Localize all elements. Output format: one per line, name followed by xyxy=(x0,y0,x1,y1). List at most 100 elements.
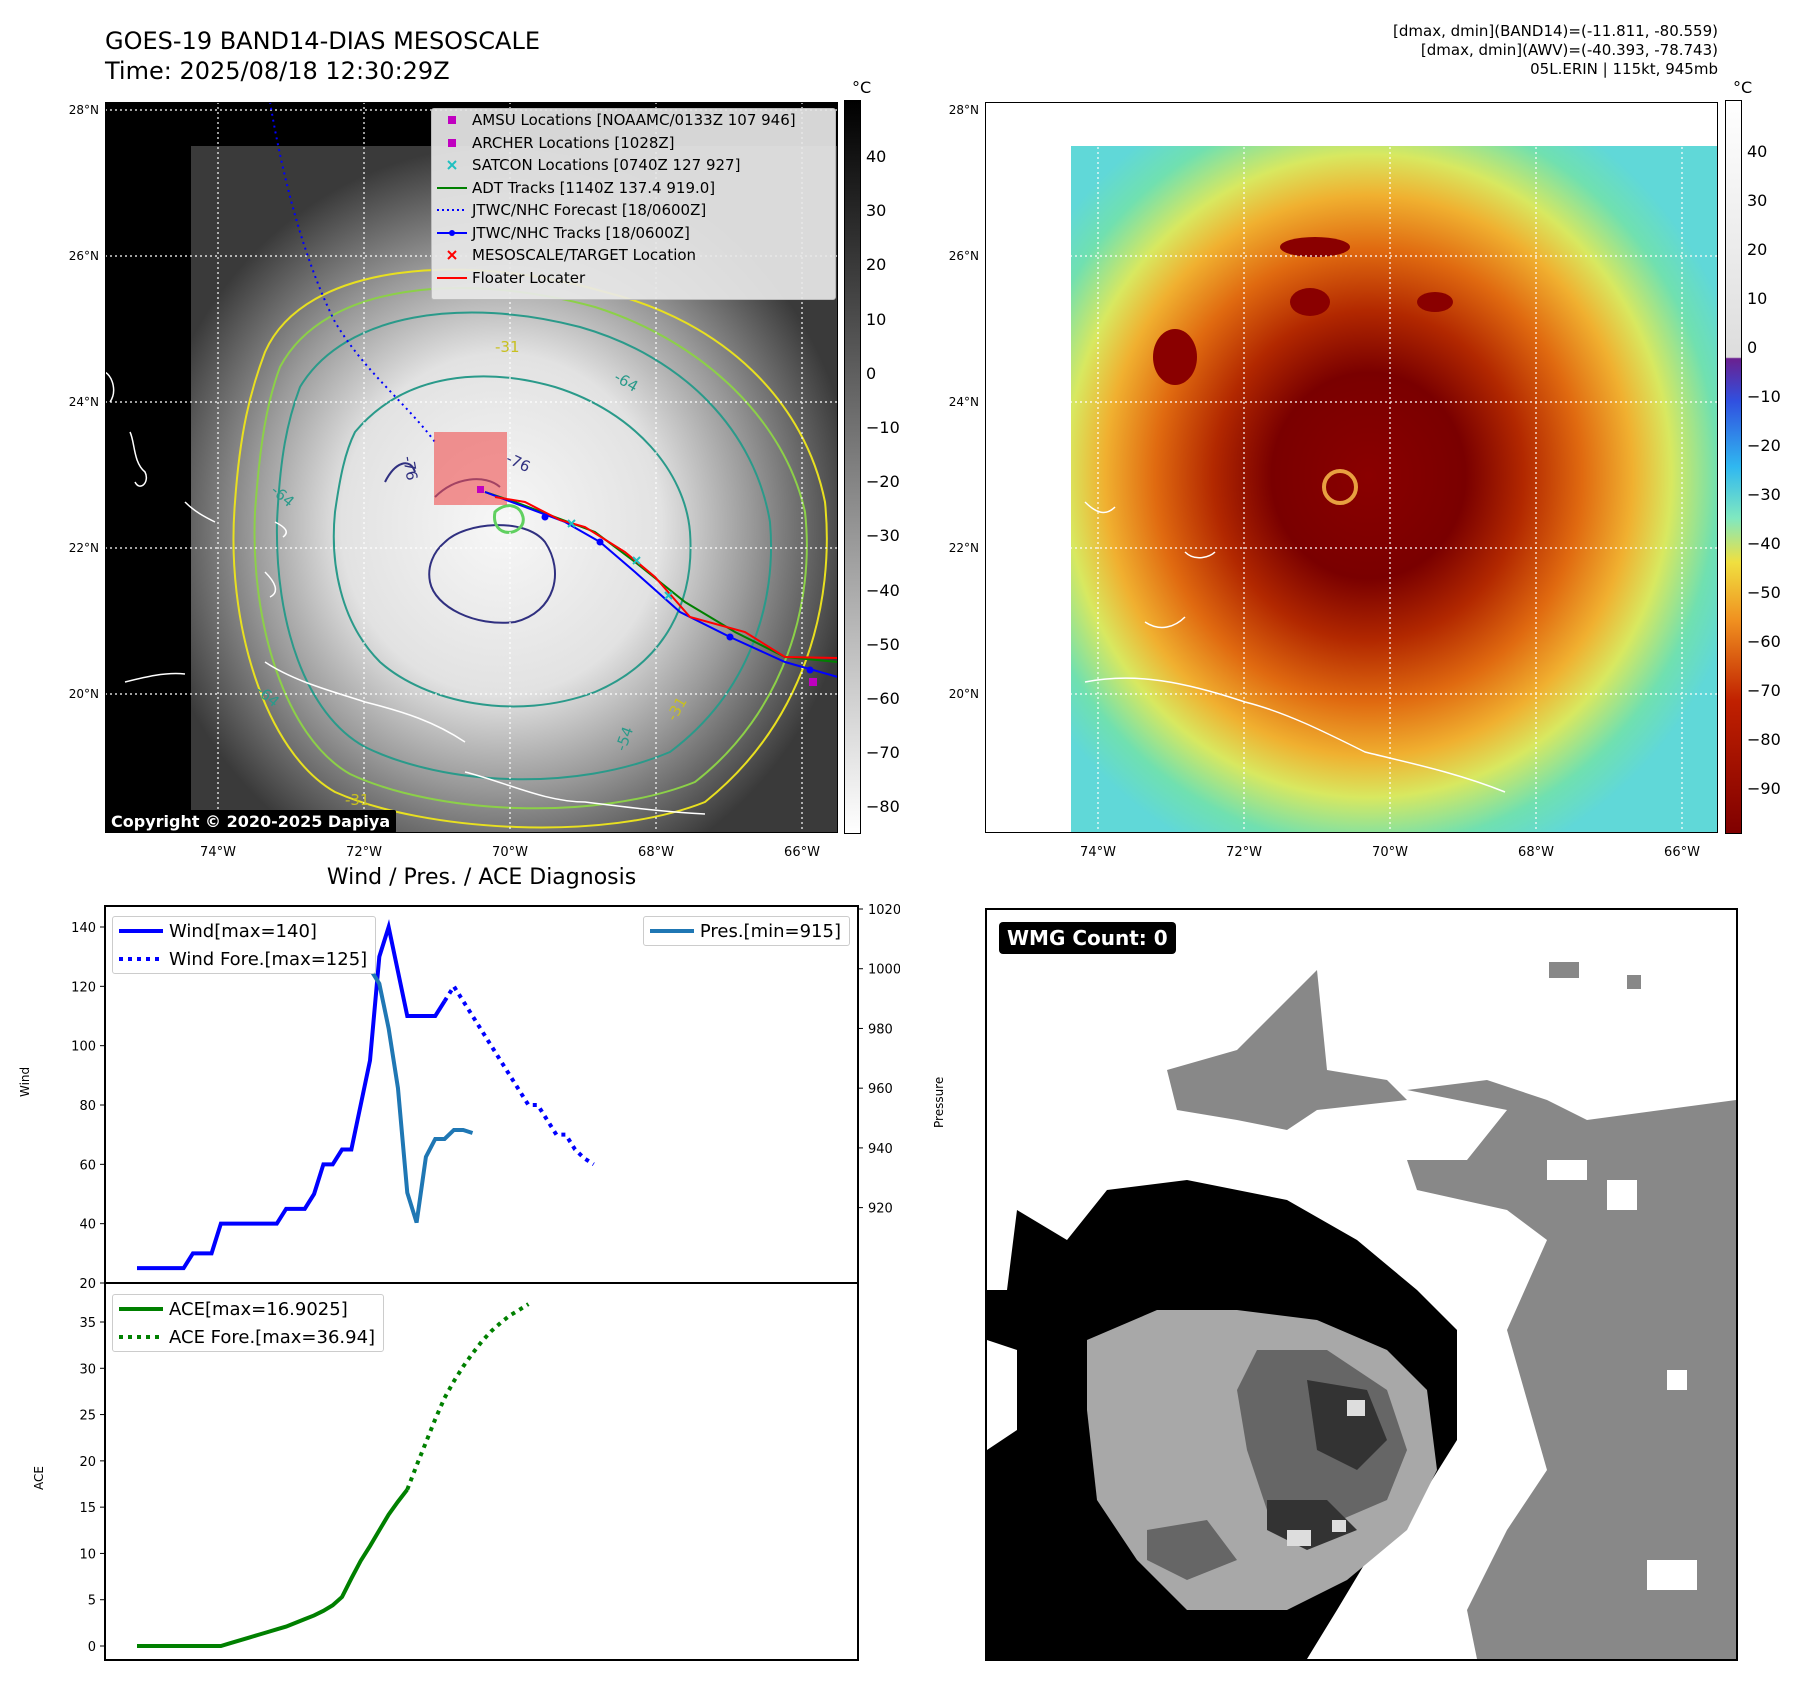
lon-label: 70°W xyxy=(492,845,528,860)
legend-wind-fore: Wind Fore.[max=125] xyxy=(169,948,368,970)
wind-tick-label: 40 xyxy=(79,1218,96,1233)
colorbar-tick: −60 xyxy=(866,689,900,708)
wind-tick-label: 60 xyxy=(79,1158,96,1173)
wind-forecast-line xyxy=(442,982,595,1167)
ir-map-legend: AMSU Locations [NOAAMC/0133Z 107 946] ARC… xyxy=(431,108,836,300)
ace-tick-label: 35 xyxy=(79,1316,96,1331)
storm-info: 05L.ERIN | 115kt, 945mb xyxy=(1530,60,1718,78)
legend-entry: ADT Tracks [1140Z 137.4 919.0] xyxy=(432,177,835,200)
colorbar-tick: −40 xyxy=(866,580,900,600)
lon-label: 68°W xyxy=(638,845,674,860)
legend-entry: Floater Locater xyxy=(432,267,835,290)
ace-tick-label: 20 xyxy=(79,1455,96,1470)
legend-entry: SATCON Locations [0740Z 127 927] xyxy=(432,154,835,177)
ace-legend: ACE[max=16.9025] ACE Fore.[max=36.94] xyxy=(112,1294,385,1352)
color-map-panel xyxy=(985,102,1718,833)
diag-chart: 1401201008060402010201000980960940920353… xyxy=(71,903,900,1661)
pres-legend: Pres.[min=915] xyxy=(642,916,850,946)
lat-label: 24°N xyxy=(68,395,99,409)
legend-entry: JTWC/NHC Tracks [18/0600Z] xyxy=(432,222,835,245)
colorbar-tick: 10 xyxy=(1747,289,1768,308)
timestamp: Time: 2025/08/18 12:30:29Z xyxy=(105,57,450,85)
wind-tick-label: 20 xyxy=(79,1277,96,1292)
pres-ylabel: Pressure xyxy=(932,1076,946,1128)
colorbar-tick: −70 xyxy=(1747,681,1781,700)
colorbar-tick: −30 xyxy=(1747,485,1781,504)
contour-label: -31 xyxy=(495,338,520,356)
legend-label: MESOSCALE/TARGET Location xyxy=(472,246,697,265)
lat-label: 20°N xyxy=(68,687,99,701)
lon-label: 74°W xyxy=(1080,845,1116,860)
colorbar-tick: 20 xyxy=(866,255,887,275)
ace-tick-label: 25 xyxy=(79,1409,96,1424)
lat-label: 24°N xyxy=(948,395,979,409)
legend-label: JTWC/NHC Tracks [18/0600Z] xyxy=(472,223,690,242)
legend-entry: ARCHER Locations [1028Z] xyxy=(432,132,835,155)
wmg-count-badge: WMG Count: 0 xyxy=(999,922,1176,954)
wmg-panel: WMG Count: 0 xyxy=(985,908,1738,1661)
contour-label: -76 xyxy=(399,455,421,482)
legend-symbol xyxy=(432,114,472,126)
legend-label: AMSU Locations [NOAAMC/0133Z 107 946] xyxy=(472,111,796,130)
colorbar-tick: 0 xyxy=(1747,338,1758,357)
legend-wind: Wind[max=140] xyxy=(169,920,317,942)
colorbar-tick: −40 xyxy=(1747,534,1781,553)
pres-tick-label: 960 xyxy=(868,1082,893,1097)
colorbar-tick: 30 xyxy=(1747,191,1768,210)
legend-label: Floater Locater xyxy=(472,268,586,287)
pres-tick-label: 980 xyxy=(868,1022,893,1037)
lat-label: 26°N xyxy=(68,249,99,263)
info-block: [dmax, dmin](BAND14)=(-11.811, -80.559) … xyxy=(1393,22,1718,79)
colorbar-tick: −10 xyxy=(1747,387,1781,406)
wind-ylabel: Wind xyxy=(18,1066,32,1097)
colorbar-tick: −90 xyxy=(1747,779,1781,798)
colorbar-tick: −70 xyxy=(866,743,900,763)
legend-ace: ACE[max=16.9025] xyxy=(169,1298,348,1320)
color-colorbar-unit: °C xyxy=(1733,78,1753,97)
colorbar-tick: −80 xyxy=(1747,730,1781,749)
legend-label: SATCON Locations [0740Z 127 927] xyxy=(472,156,741,175)
legend-entry: MESOSCALE/TARGET Location xyxy=(432,244,835,267)
legend-label: JTWC/NHC Forecast [18/0600Z] xyxy=(472,201,707,220)
colorbar-tick: 0 xyxy=(866,363,877,383)
forecast-track xyxy=(269,102,436,443)
wind-legend: Wind[max=140] Wind Fore.[max=125] xyxy=(112,916,377,974)
legend-symbol xyxy=(432,137,472,149)
colorbar-tick: −50 xyxy=(866,634,900,654)
lon-label: 72°W xyxy=(346,845,382,860)
ir-colorbar-unit: °C xyxy=(852,78,872,97)
diag-title: Wind / Pres. / ACE Diagnosis xyxy=(326,865,637,890)
colorbar-tick: −60 xyxy=(1747,632,1781,651)
legend-entry: JTWC/NHC Forecast [18/0600Z] xyxy=(432,199,835,222)
awv-range: [dmax, dmin](AWV)=(-40.393, -78.743) xyxy=(1420,41,1718,59)
colorbar-tick: −80 xyxy=(866,797,900,817)
legend-pres: Pres.[min=915] xyxy=(699,920,841,942)
wind-tick-label: 140 xyxy=(71,921,96,936)
lon-label: 72°W xyxy=(1226,845,1262,860)
lon-label: 70°W xyxy=(1372,845,1408,860)
legend-symbol xyxy=(432,249,472,261)
lon-label: 68°W xyxy=(1518,845,1554,860)
lat-label: 20°N xyxy=(948,687,979,701)
ace-axes-frame xyxy=(104,1282,859,1661)
ace-tick-label: 0 xyxy=(88,1640,96,1655)
color-colorbar xyxy=(1725,100,1742,834)
pres-tick-label: 1020 xyxy=(868,903,900,918)
legend-entry: AMSU Locations [NOAAMC/0133Z 107 946] xyxy=(432,109,835,132)
ir-colorbar xyxy=(844,100,861,834)
legend-symbol xyxy=(432,275,472,281)
wind-tick-label: 120 xyxy=(71,980,96,995)
colorbar-tick: −30 xyxy=(866,526,900,546)
copyright-badge: Copyright © 2020-2025 Dapiya xyxy=(105,810,397,833)
band14-range: [dmax, dmin](BAND14)=(-11.811, -80.559) xyxy=(1393,22,1718,40)
colorbar-tick: 20 xyxy=(1747,240,1768,259)
ace-line xyxy=(137,1488,409,1648)
main-title: GOES-19 BAND14-DIAS MESOSCALE xyxy=(105,27,541,55)
lon-label: 66°W xyxy=(1664,845,1700,860)
target-box xyxy=(434,432,507,505)
ace-tick-label: 15 xyxy=(79,1501,96,1516)
legend-symbol xyxy=(432,229,472,237)
floater-track xyxy=(494,496,838,659)
legend-label: ARCHER Locations [1028Z] xyxy=(472,133,675,152)
legend-label: ADT Tracks [1140Z 137.4 919.0] xyxy=(472,178,716,197)
